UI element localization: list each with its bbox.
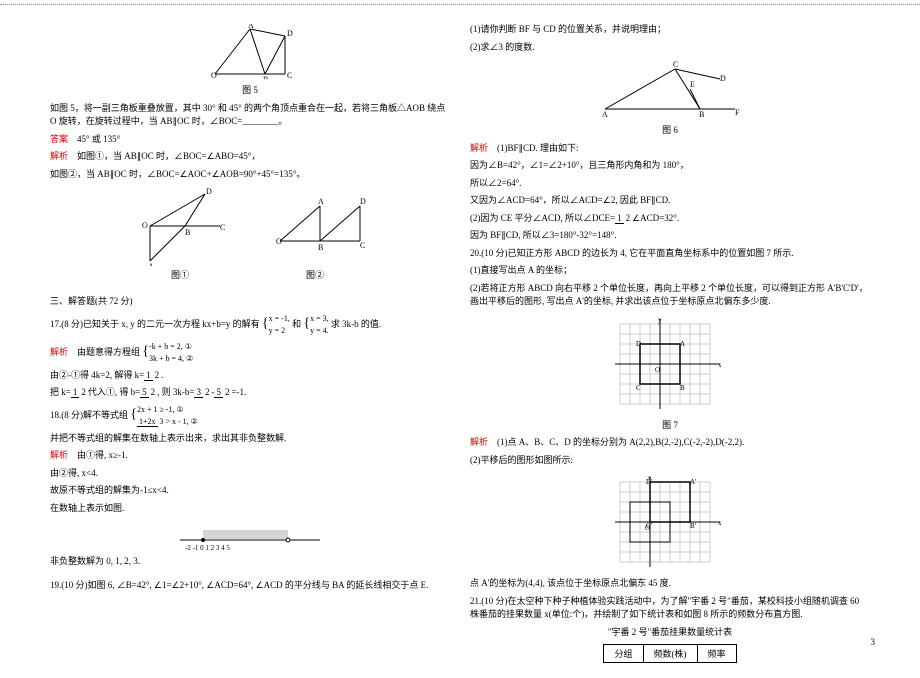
q19b: (2)求∠3 的度数. (470, 41, 870, 55)
svg-text:C: C (673, 60, 678, 69)
svg-text:B: B (680, 384, 685, 392)
svg-text:B': B' (690, 522, 696, 530)
jx4a: (1)BF∥CD. 理由如下: (497, 143, 579, 153)
svg-text:y: y (648, 474, 652, 482)
jx2c: 把 k=12代入①, 得 b=52, 则 3k-b=32-52=-1. (50, 386, 450, 400)
section3: 三、解答题(共 72 分) (50, 295, 450, 309)
svg-text:E: E (690, 80, 695, 89)
svg-text:D: D (287, 29, 293, 38)
svg-text:-2 -1 0 1 2 3 4 5: -2 -1 0 1 2 3 4 5 (185, 544, 230, 550)
jx1-label: 解析 (50, 151, 68, 161)
q20a: (1)直接写出点 A 的坐标； (470, 264, 870, 278)
svg-text:x: x (718, 519, 722, 527)
svg-text:y: y (658, 316, 662, 324)
jx4-label: 解析 (470, 143, 488, 153)
tu2-label: 图② (260, 268, 370, 281)
svg-text:D: D (360, 197, 366, 206)
fig5-label: 图 5 (50, 84, 450, 98)
jx4e: (2)因为 CE 平分∠ACD, 所以∠DCE=12∠ACD=32°. (470, 212, 870, 226)
jx3d: 在数轴上表示如图. (50, 502, 450, 516)
svg-text:B: B (699, 110, 704, 119)
svg-text:D: D (720, 74, 726, 83)
svg-text:B: B (185, 228, 190, 237)
q18b: 并把不等式组的解集在数轴上表示出来，求出其非负整数解. (50, 432, 450, 446)
svg-text:O: O (276, 237, 282, 246)
q19a: (1)请你判断 BF 与 CD 的位置关系，并说明理由； (470, 23, 870, 37)
page-number: 3 (871, 637, 876, 647)
jx5-label: 解析 (470, 437, 488, 447)
jx4d: 又因为∠ACD=64°，所以∠ACD=∠2, 因此 BF∥CD. (470, 194, 870, 208)
svg-text:x: x (718, 361, 722, 369)
fig6-label: 图 6 (470, 124, 870, 138)
jx4c: 所以∠2=64°. (470, 177, 870, 191)
jx3-label: 解析 (50, 450, 68, 460)
svg-text:C: C (360, 241, 365, 250)
svg-text:A: A (248, 24, 254, 30)
jx3a: 由①得, x≥-1. (77, 450, 128, 460)
svg-text:D: D (636, 340, 641, 348)
jx3c: 故原不等式组的解集为-1≤x<4. (50, 484, 450, 498)
jx3e: 非负整数解为 0, 1, 2, 3. (50, 555, 450, 569)
jx1b: 如图②，当 AB∥OC 时，∠BOC=∠AOC+∠AOB=90°+45°=135… (50, 168, 450, 182)
svg-text:O: O (655, 366, 660, 374)
jx4g: 因为 BF∥CD, 所以∠3=180°-32°=148°. (470, 229, 870, 243)
svg-text:A': A' (690, 478, 696, 486)
jx5a: (1)点 A、B、C、D 的坐标分别为 A(2,2),B(2,-2),C(-2,… (497, 437, 744, 447)
jx5c: 点 A'的坐标为(4,4), 该点位于坐标原点北偏东 45 度. (470, 577, 870, 591)
jx5b: (2)平移后的图形如图所示: (470, 454, 870, 468)
svg-text:B: B (263, 75, 268, 79)
tu2-svg: O B A D C (260, 186, 370, 266)
q19: 19.(10 分)如图 6, ∠B=42°, ∠1=∠2+10°, ∠ACD=6… (50, 579, 450, 593)
tu1-label: 图① (130, 268, 230, 281)
fig7b-svg: O A' B' C' D' x y (610, 472, 730, 572)
q-rotate: 如图 5，将一副三角板重叠放置，其中 30° 和 45° 的两个角顶点重合在一起… (50, 102, 450, 129)
fig7-label: 图 7 (470, 419, 870, 433)
svg-text:A: A (148, 262, 154, 266)
stat-table: 分组频数(株)频率 (603, 644, 736, 663)
svg-text:F: F (735, 108, 740, 117)
fig7-svg: O A B C D x y (610, 314, 730, 414)
q21: 21.(10 分)在太空种下种子种植体验实践活动中，为了解"宇番 2 号"番茄，… (470, 595, 870, 622)
q17: 17.(8 分)已知关于 x, y 的二元一次方程 kx+b=y 的解有 {x … (50, 313, 450, 337)
svg-text:C: C (287, 71, 292, 79)
svg-text:C': C' (646, 522, 652, 530)
fig5-svg: O A B C D (195, 24, 305, 79)
ans-label: 答案 (50, 134, 68, 144)
svg-text:C: C (220, 223, 225, 232)
q18: 18.(8 分)解不等式组 {2x + 1 ≥ -1, ①1+2x3> x - … (50, 404, 450, 428)
svg-text:O: O (211, 71, 217, 79)
svg-text:A: A (602, 110, 608, 119)
tu1-svg: O A B D C (130, 186, 230, 266)
svg-text:A: A (318, 197, 324, 206)
jx2b: 由②-①得 4k=2, 解得 k=12. (50, 369, 450, 383)
numline-svg: -2 -1 0 1 2 3 4 5 (170, 520, 330, 550)
jx2-label: 解析 (50, 347, 68, 357)
q20b: (2)若将正方形 ABCD 向右平移 2 个单位长度，再向上平移 2 个单位长度… (470, 282, 870, 309)
svg-text:D: D (206, 187, 212, 196)
jx3b: 由②得, x<4. (50, 467, 450, 481)
q20: 20.(10 分)已知正方形 ABCD 的边长为 4, 它在平面直角坐标系中的位… (470, 247, 870, 261)
svg-text:C: C (636, 384, 641, 392)
jx1a: 如图①，当 AB∥OC 时，∠BOC=∠ABO=45°， (77, 151, 260, 161)
svg-text:B: B (318, 243, 323, 252)
svg-text:O: O (142, 221, 148, 230)
tbl-title: "宇番 2 号"番茄挂果数量统计表 (470, 626, 870, 640)
fig6-svg: A C D B F E (590, 59, 750, 119)
jx4b: 因为∠B=42°，∠1=∠2+10°，且三角形内角和为 180°， (470, 159, 870, 173)
svg-text:A: A (680, 340, 685, 348)
jx2a: 由题意得方程组 (77, 347, 140, 357)
ans-val: 45° 或 135° (77, 134, 120, 144)
